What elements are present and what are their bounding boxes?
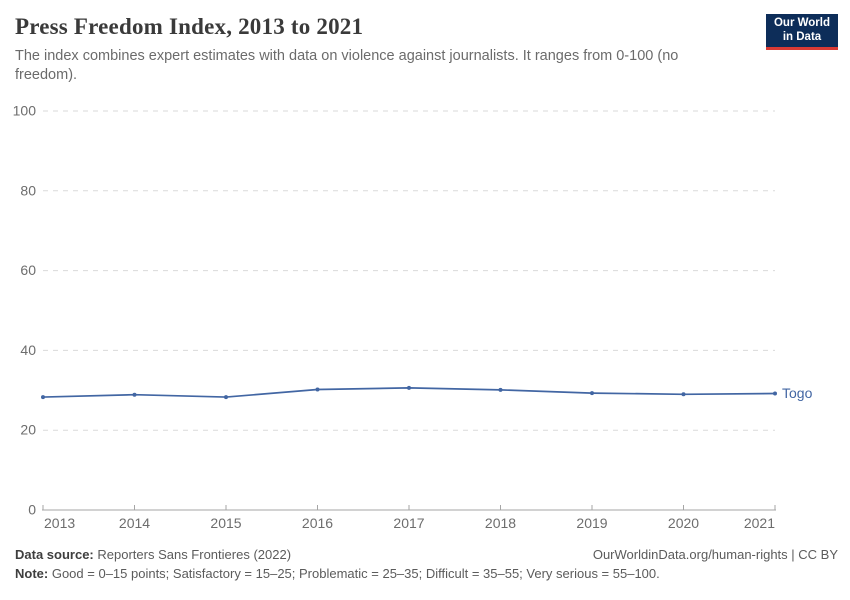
data-source-value: Reporters Sans Frontieres (2022) xyxy=(97,547,292,562)
chart-header: Press Freedom Index, 2013 to 2021 The in… xyxy=(15,14,755,85)
data-point xyxy=(773,391,777,396)
x-tick-label: 2015 xyxy=(210,515,241,531)
y-tick-label: 40 xyxy=(20,342,36,358)
note-value: Good = 0–15 points; Satisfactory = 15–25… xyxy=(51,566,660,581)
footer-sources-row: Data source: Reporters Sans Frontieres (… xyxy=(15,545,838,564)
data-point xyxy=(315,387,320,392)
x-tick-label: 2013 xyxy=(44,515,75,531)
data-point xyxy=(407,385,411,390)
data-point xyxy=(41,395,45,400)
y-tick-label: 80 xyxy=(20,182,36,198)
series-end-label: Togo xyxy=(782,385,813,401)
footer-note-row: Note: Good = 0–15 points; Satisfactory =… xyxy=(15,564,838,583)
x-tick-label: 2014 xyxy=(119,515,150,531)
note-label: Note: xyxy=(15,566,49,581)
x-tick-label: 2017 xyxy=(393,515,424,531)
owid-logo-line1: Our World xyxy=(773,17,830,29)
data-point xyxy=(498,387,503,392)
owid-logo-line2: in Data xyxy=(782,30,822,43)
x-tick-label: 2018 xyxy=(485,515,516,531)
x-tick-label: 2016 xyxy=(302,515,333,531)
x-tick-label: 2020 xyxy=(668,515,699,531)
owid-logo: Our World in Data xyxy=(766,14,838,50)
data-source-label: Data source: xyxy=(15,547,94,562)
data-point xyxy=(681,392,686,397)
chart-subtitle: The index combines expert estimates with… xyxy=(15,48,679,83)
chart-footer: Data source: Reporters Sans Frontieres (… xyxy=(15,545,838,583)
y-tick-label: 0 xyxy=(28,502,36,518)
data-point xyxy=(132,392,137,397)
data-point xyxy=(590,391,594,396)
page-title: Press Freedom Index, 2013 to 2021 xyxy=(15,14,364,39)
x-tick-label: 2019 xyxy=(576,515,607,531)
y-tick-label: 100 xyxy=(13,103,37,119)
data-point xyxy=(224,395,228,400)
x-tick-label: 2021 xyxy=(744,515,775,531)
attribution: OurWorldinData.org/human-rights | CC BY xyxy=(592,547,838,562)
y-tick-label: 60 xyxy=(20,262,36,278)
data-source: Data source: Reporters Sans Frontieres (… xyxy=(15,545,291,564)
y-tick-label: 20 xyxy=(20,422,36,438)
